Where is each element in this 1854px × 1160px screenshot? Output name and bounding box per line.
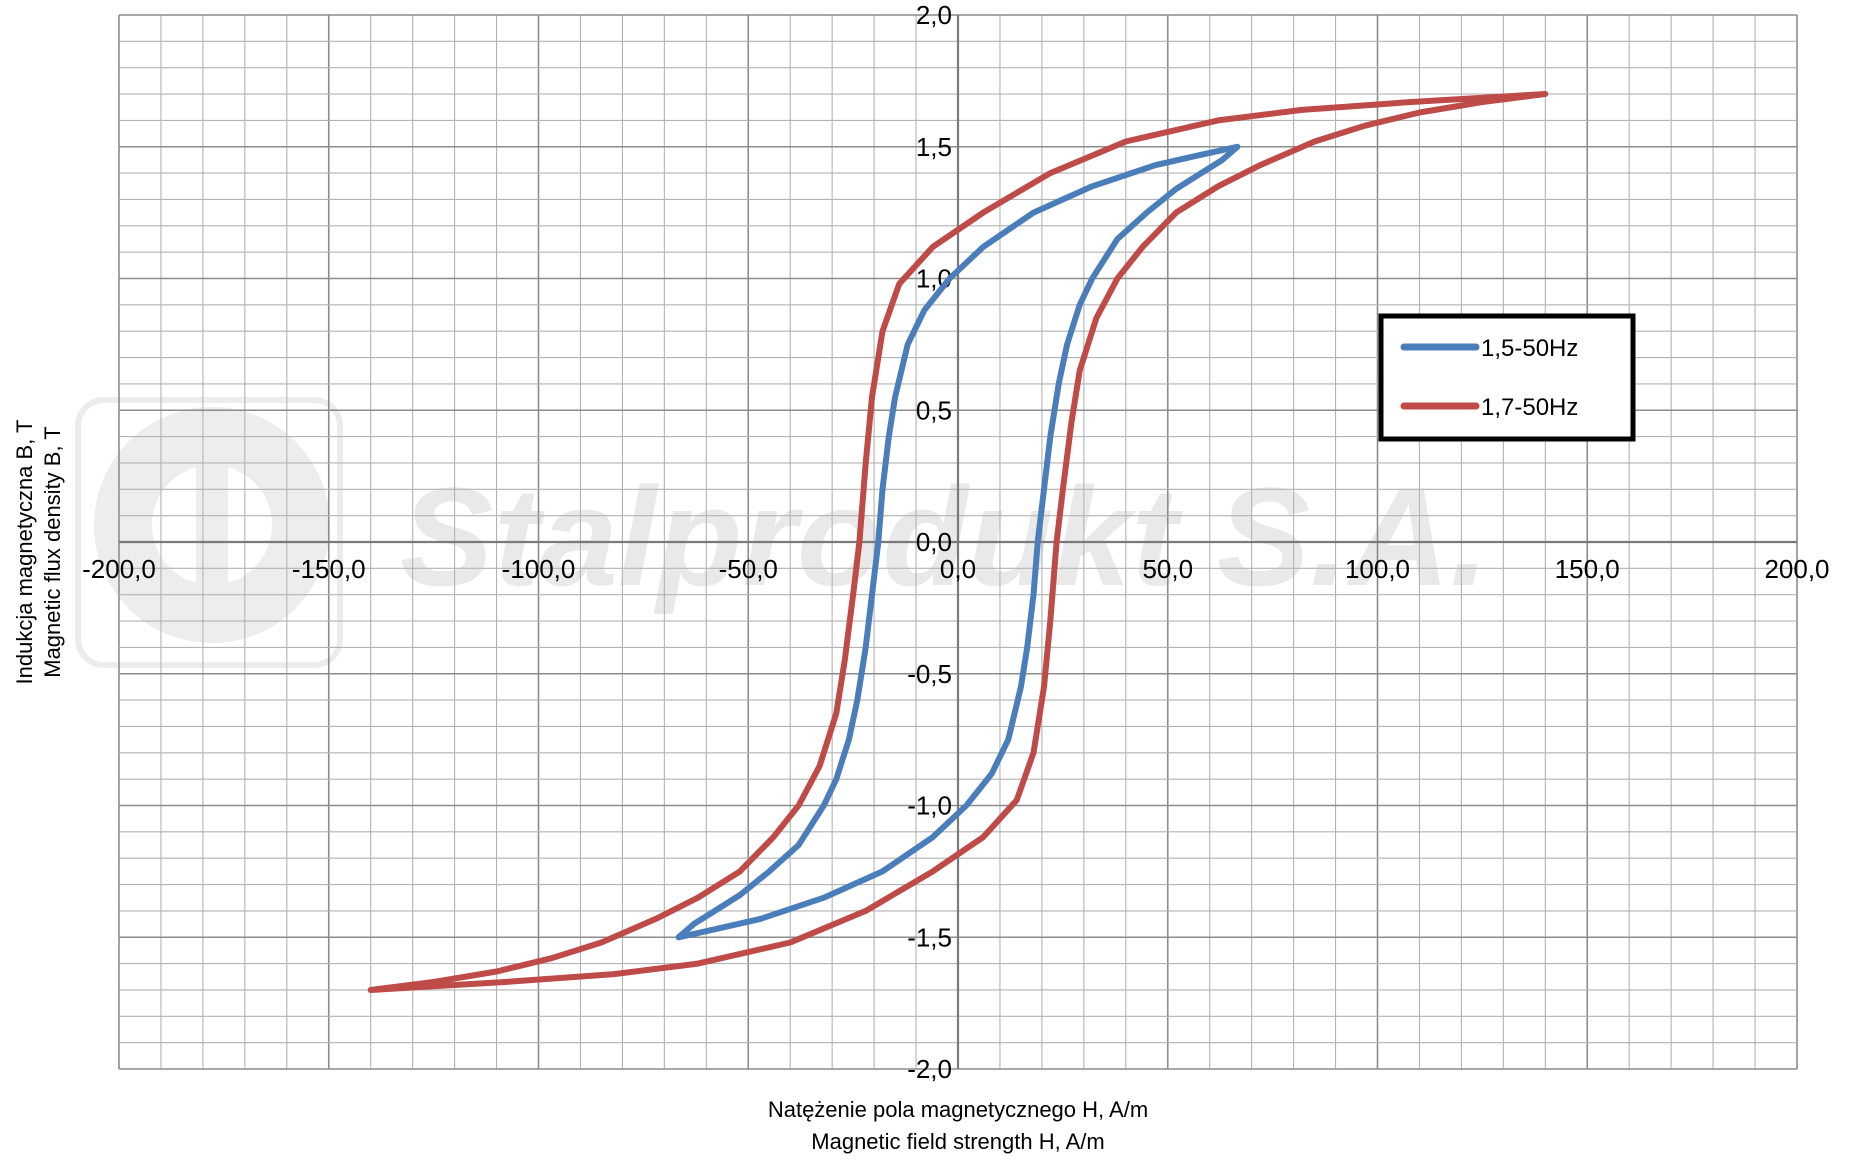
series-layer [367, 91, 1549, 993]
y-tick-label: 2,0 [916, 0, 952, 30]
x-tick-label: 100,0 [1345, 554, 1410, 584]
y-tick-label: -0,5 [907, 659, 952, 689]
y-tick-label: -2,0 [907, 1054, 952, 1084]
x-tick-label: 150,0 [1555, 554, 1620, 584]
x-tick-label: -200,0 [82, 554, 156, 584]
y-tick-label: -1,0 [907, 791, 952, 821]
x-tick-labels: -200,0 -150,0 -100,0 -50,0 0,0 50,0 100,0 150,0… [82, 554, 1829, 584]
legend-box [1378, 313, 1636, 442]
watermark-logo-frame [75, 397, 343, 668]
x-tick-label: 50,0 [1142, 554, 1193, 584]
watermark: Stalprodukt S.A. [75, 397, 1489, 668]
legend-label-series-2: 1,7-50Hz [1481, 394, 1578, 421]
x-tick-label: 200,0 [1764, 554, 1829, 584]
y-tick-label: -1,5 [907, 922, 952, 952]
x-tick-label: -150,0 [292, 554, 366, 584]
x-axis-title-line-2: Magnetic field strength H, A/m [811, 1129, 1104, 1154]
x-tick-label: -100,0 [502, 554, 576, 584]
y-tick-label: 1,5 [916, 132, 952, 162]
x-axis-title-line-1: Natężenie pola magnetycznego H, A/m [768, 1097, 1148, 1122]
legend: 1,5-50Hz 1,7-50Hz [1378, 313, 1636, 442]
y-axis-title-line-2: Magnetic flux density B, T [40, 426, 65, 678]
y-axis-title-line-1: Indukcja magnetyczna B, T [12, 420, 37, 685]
y-tick-labels: 2,01,51,00,50,0-0,5-1,0-1,5-2,0 [907, 0, 952, 1084]
x-tick-label: -50,0 [719, 554, 778, 584]
series-line-2 [367, 91, 1549, 993]
x-tick-label: 0,0 [940, 554, 976, 584]
y-tick-label: 0,5 [916, 395, 952, 425]
y-tick-label: 0,0 [916, 527, 952, 557]
watermark-text: Stalprodukt S.A. [400, 458, 1489, 615]
series-line-1 [675, 143, 1241, 941]
axes [119, 15, 1797, 1069]
legend-label-series-1: 1,5-50Hz [1481, 335, 1578, 362]
watermark-logo-bar [196, 450, 228, 600]
